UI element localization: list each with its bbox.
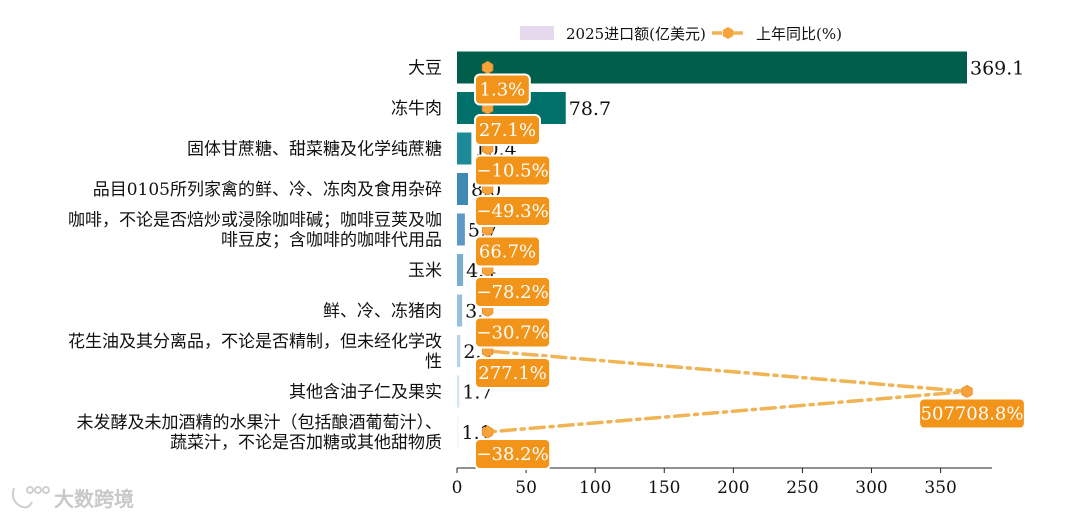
svg-text:27.1%: 27.1%	[479, 120, 536, 141]
yoy-marker	[961, 384, 973, 399]
category-label: 大豆	[408, 59, 442, 79]
bar	[457, 173, 469, 205]
x-tick-label: 100	[579, 478, 611, 498]
yoy-marker	[481, 60, 494, 75]
category-label: 咖啡，不论是否焙炒或浸除咖啡碱；咖啡豆荚及咖	[68, 211, 442, 231]
category-label: 啡豆皮；含咖啡的咖啡代用品	[221, 231, 442, 251]
yoy-label: 507708.8%	[918, 397, 1026, 430]
x-tick-label: 300	[855, 478, 887, 498]
svg-text:−30.7%: −30.7%	[476, 323, 548, 344]
category-label: 蔬菜汁，不论是否加糖或其他甜物质	[170, 433, 442, 453]
bar	[457, 51, 967, 84]
svg-text:−10.5%: −10.5%	[476, 161, 548, 182]
legend-bar-label: 2025进口额(亿美元)	[566, 25, 706, 43]
svg-text:66.7%: 66.7%	[479, 242, 536, 263]
legend-bar-swatch	[520, 26, 554, 40]
yoy-label: 1.3%	[474, 73, 531, 106]
yoy-labels: 1.3% 27.1% −10.5% −49.3% 66.7% −78.2% −30.7% 27…	[474, 73, 1026, 470]
svg-text:−49.3%: −49.3%	[476, 201, 548, 222]
bar	[457, 416, 459, 448]
x-axis: 0 50 100 150 200 250 300 350	[452, 467, 992, 498]
legend-line-marker	[722, 27, 734, 39]
category-labels: 大豆冻牛肉固体甘蔗糖、甜菜糖及化学纯蔗糖品目0105所列家禽的鲜、冷、冻肉及食用…	[68, 59, 442, 454]
category-label: 玉米	[408, 261, 442, 281]
watermark-text: 大数跨境	[54, 487, 134, 511]
x-tick-label: 200	[717, 478, 749, 498]
x-tick-label: 0	[452, 478, 463, 498]
category-label: 未发酵及未加酒精的水果汁（包括酿酒葡萄汁）、	[77, 413, 443, 433]
yoy-label: 277.1%	[474, 357, 552, 389]
category-label: 其他含油子仁及果实	[289, 383, 442, 403]
x-tick-label: 250	[786, 478, 818, 498]
yoy-label: −38.2%	[474, 438, 552, 470]
category-label: 性	[425, 352, 442, 372]
category-label: 鲜、冷、冻猪肉	[323, 302, 442, 322]
svg-text:−78.2%: −78.2%	[476, 282, 548, 303]
value-label: 78.7	[569, 98, 611, 120]
yoy-label: −30.7%	[474, 316, 552, 349]
bar	[457, 335, 461, 367]
yoy-label: 66.7%	[474, 235, 541, 268]
x-tick-label: 50	[515, 478, 537, 498]
watermark-logo-icon	[11, 486, 50, 509]
svg-text:1.3%: 1.3%	[480, 80, 526, 101]
bar	[457, 132, 472, 165]
yoy-label: −49.3%	[474, 195, 552, 227]
svg-text:−38.2%: −38.2%	[476, 444, 548, 465]
yoy-label: −10.5%	[474, 154, 552, 187]
value-label: 369.1	[970, 58, 1024, 80]
svg-text:277.1%: 277.1%	[478, 363, 547, 384]
yoy-label: −78.2%	[474, 276, 552, 308]
yoy-marker	[481, 425, 494, 439]
bar	[457, 213, 465, 246]
category-label: 固体甘蔗糖、甜菜糖及化学纯蔗糖	[187, 140, 442, 160]
bar	[457, 294, 463, 327]
category-label: 花生油及其分离品，不论是否精制，但未经化学改	[68, 332, 442, 352]
bar	[457, 375, 460, 408]
yoy-label: 27.1%	[474, 114, 541, 146]
category-label: 品目0105所列家禽的鲜、冷、冻肉及食用杂碎	[93, 180, 442, 200]
watermark: 大数跨境	[11, 486, 134, 511]
x-tick-label: 150	[648, 478, 680, 498]
bar	[457, 254, 464, 286]
legend: 2025进口额(亿美元) 上年同比(%)	[520, 25, 842, 43]
legend-line-label: 上年同比(%)	[756, 25, 842, 43]
category-label: 冻牛肉	[391, 99, 442, 119]
x-tick-label: 350	[924, 478, 956, 498]
svg-text:507708.8%: 507708.8%	[921, 404, 1024, 425]
